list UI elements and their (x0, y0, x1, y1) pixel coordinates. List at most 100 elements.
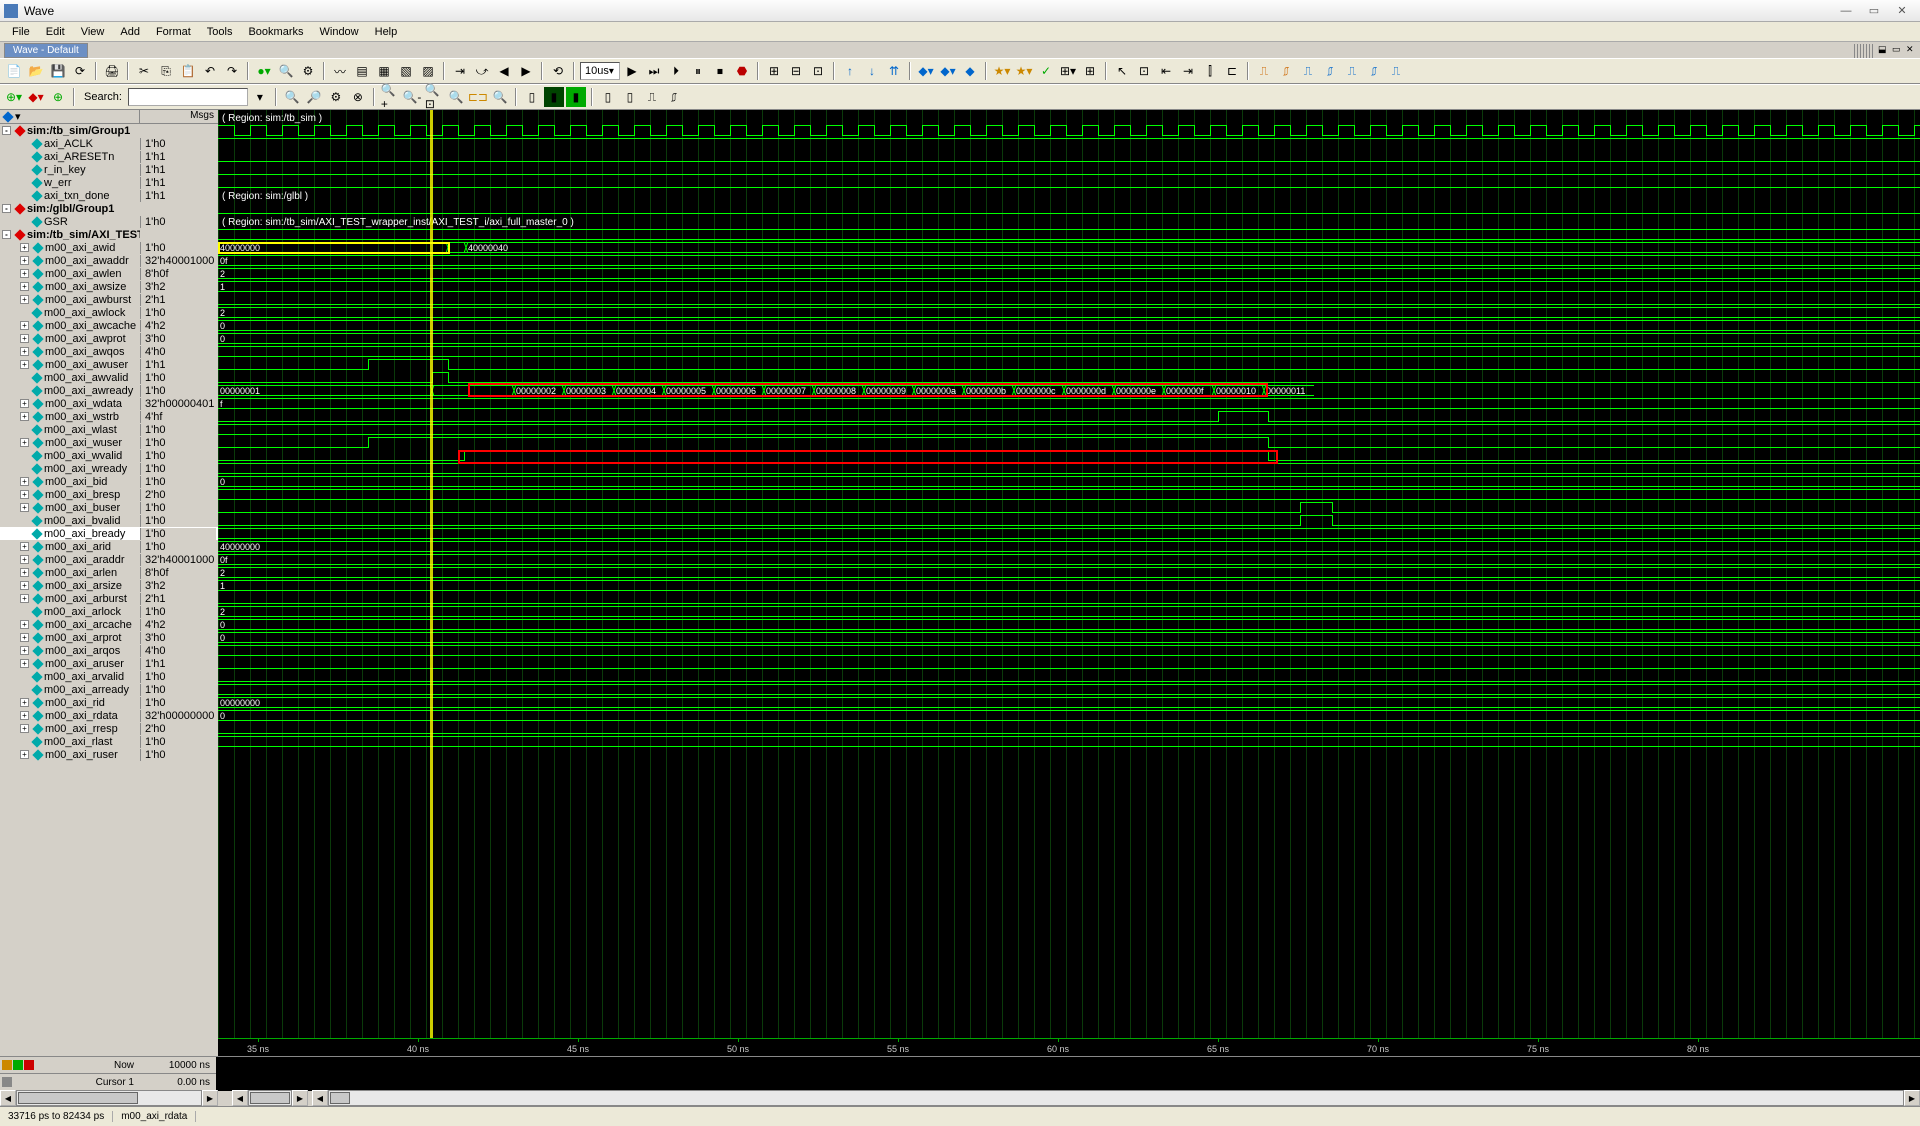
signal-row[interactable]: +m00_axi_wstrb4'hf (0, 410, 218, 423)
signal-row[interactable]: w_err1'h1 (0, 176, 218, 189)
expand-icon[interactable]: + (20, 724, 29, 733)
expand-icon[interactable]: + (20, 633, 29, 642)
step-over-icon[interactable]: ⤻ (472, 61, 492, 81)
val-scroll-right[interactable]: ▶ (292, 1090, 308, 1106)
log-icon[interactable]: ▦ (374, 61, 394, 81)
wave-scroll-right[interactable]: ▶ (1904, 1090, 1920, 1106)
list-icon[interactable]: ▤ (352, 61, 372, 81)
search-clear-icon[interactable]: ⊗ (348, 87, 368, 107)
expand-icon[interactable]: - (2, 204, 11, 213)
signal-row[interactable]: m00_axi_wready1'h0 (0, 462, 218, 475)
search-back-icon[interactable]: 🔍 (282, 87, 302, 107)
tab-pin-icon[interactable]: ⬓ (1878, 44, 1892, 58)
signal-row[interactable]: +m00_axi_arlen8'h0f (0, 566, 218, 579)
restart-icon[interactable]: ⟲ (548, 61, 568, 81)
expand-icon[interactable]: + (20, 698, 29, 707)
val-scroll-left[interactable]: ◀ (232, 1090, 248, 1106)
cut-icon[interactable]: ✂ (134, 61, 154, 81)
print-icon[interactable]: 🖨 (102, 61, 122, 81)
signal-row[interactable]: m00_axi_wvalid1'h0 (0, 449, 218, 462)
expand-icon[interactable]: + (20, 438, 29, 447)
expand-icon[interactable]: + (20, 581, 29, 590)
up-icon[interactable]: ↑ (840, 61, 860, 81)
expand-icon[interactable]: + (20, 568, 29, 577)
wave-scroll-left[interactable]: ◀ (312, 1090, 328, 1106)
signal-row[interactable]: +m00_axi_awsize3'h2 (0, 280, 218, 293)
rising-icon[interactable]: ⎍ (1254, 61, 1274, 81)
mode3-icon[interactable]: ▮ (566, 87, 586, 107)
signal-row[interactable]: +m00_axi_awcache4'h2 (0, 319, 218, 332)
falling3-icon[interactable]: ⎎ (1364, 61, 1384, 81)
signal-row[interactable]: +m00_axi_ruser1'h0 (0, 748, 218, 761)
expand-icon[interactable]: + (20, 555, 29, 564)
signal-row[interactable]: +m00_axi_wuser1'h0 (0, 436, 218, 449)
minimize-button[interactable]: — (1832, 2, 1860, 20)
layout-icon[interactable]: ⊞ (764, 61, 784, 81)
signal-row[interactable]: +m00_axi_arid1'h0 (0, 540, 218, 553)
open-icon[interactable]: 📂 (26, 61, 46, 81)
env-icon[interactable]: ◆▾ (916, 61, 936, 81)
copy-icon[interactable]: ⎘ (156, 61, 176, 81)
expand-icon[interactable]: + (20, 711, 29, 720)
env3-icon[interactable]: ◆ (960, 61, 980, 81)
signal-row[interactable]: +m00_axi_rdata32'h00000000 (0, 709, 218, 722)
menu-edit[interactable]: Edit (38, 24, 73, 40)
signal-row[interactable]: +m00_axi_rid1'h0 (0, 696, 218, 709)
undo-icon[interactable]: ↶ (200, 61, 220, 81)
expand-icon[interactable]: - (2, 126, 11, 135)
expand-icon[interactable]: + (20, 594, 29, 603)
prev-icon[interactable]: ◀ (494, 61, 514, 81)
up2-icon[interactable]: ⇈ (884, 61, 904, 81)
expand-icon[interactable]: + (20, 490, 29, 499)
expand-icon[interactable]: + (20, 282, 29, 291)
menu-file[interactable]: File (4, 24, 38, 40)
edge-icon[interactable]: ⫿ (1200, 61, 1220, 81)
wave-area[interactable]: ( Region: sim:/tb_sim )( Region: sim:/gl… (218, 110, 1920, 1056)
rising3-icon[interactable]: ⎍ (1342, 61, 1362, 81)
mode5-icon[interactable]: ▯ (620, 87, 640, 107)
zoom-out-icon[interactable]: 🔍- (402, 87, 422, 107)
signal-row[interactable]: +m00_axi_arsize3'h2 (0, 579, 218, 592)
signal-row[interactable]: m00_axi_awready1'h0 (0, 384, 218, 397)
run-all-icon[interactable]: ⏭ (644, 61, 664, 81)
menu-add[interactable]: Add (112, 24, 148, 40)
signal-row[interactable]: +m00_axi_awlen8'h0f (0, 267, 218, 280)
insert-cursor-icon[interactable]: ⊕▾ (4, 87, 24, 107)
search-dd-icon[interactable]: ▾ (250, 87, 270, 107)
expand-icon[interactable]: + (20, 347, 29, 356)
signal-row[interactable]: m00_axi_bvalid1'h0 (0, 514, 218, 527)
tab-close-icon[interactable]: ✕ (1906, 44, 1920, 58)
sig-scroll-left[interactable]: ◀ (0, 1090, 16, 1106)
bookmark-icon[interactable]: ★▾ (992, 61, 1012, 81)
close-button[interactable]: ✕ (1888, 2, 1916, 20)
signal-list[interactable]: -sim:/tb_sim/Group1axi_ACLK1'h0axi_ARESE… (0, 124, 218, 1056)
expand-icon[interactable]: + (20, 542, 29, 551)
search-opts-icon[interactable]: ⚙ (326, 87, 346, 107)
signal-row[interactable]: m00_axi_wlast1'h0 (0, 423, 218, 436)
signal-row[interactable]: m00_axi_awlock1'h0 (0, 306, 218, 319)
stop-icon[interactable]: ⏹ (710, 61, 730, 81)
bookmark3-icon[interactable]: ✓ (1036, 61, 1056, 81)
step-icon[interactable]: ⇥ (450, 61, 470, 81)
signal-row[interactable]: axi_ACLK1'h0 (0, 137, 218, 150)
cursor-line[interactable] (430, 110, 433, 1056)
edge-prev-icon[interactable]: ⇤ (1156, 61, 1176, 81)
signal-row[interactable]: -sim:/glbl/Group1 (0, 202, 218, 215)
wave-scrollbar[interactable] (328, 1090, 1904, 1106)
menu-view[interactable]: View (73, 24, 113, 40)
signal-row[interactable]: +m00_axi_awid1'h0 (0, 241, 218, 254)
expand-icon[interactable]: + (20, 269, 29, 278)
menu-format[interactable]: Format (148, 24, 199, 40)
zoom-in-icon[interactable]: 🔍+ (380, 87, 400, 107)
layout3-icon[interactable]: ⊡ (808, 61, 828, 81)
signal-row[interactable]: m00_axi_arlock1'h0 (0, 605, 218, 618)
menu-window[interactable]: Window (312, 24, 367, 40)
expand-icon[interactable]: + (20, 334, 29, 343)
dataflow-icon[interactable]: ▧ (396, 61, 416, 81)
redo-icon[interactable]: ↷ (222, 61, 242, 81)
signal-row[interactable]: m00_axi_arready1'h0 (0, 683, 218, 696)
insert-div-icon[interactable]: ⊕ (48, 87, 68, 107)
mode1-icon[interactable]: ▯ (522, 87, 542, 107)
sig-scroll-right[interactable]: ▶ (202, 1090, 218, 1106)
signal-row[interactable]: +m00_axi_buser1'h0 (0, 501, 218, 514)
